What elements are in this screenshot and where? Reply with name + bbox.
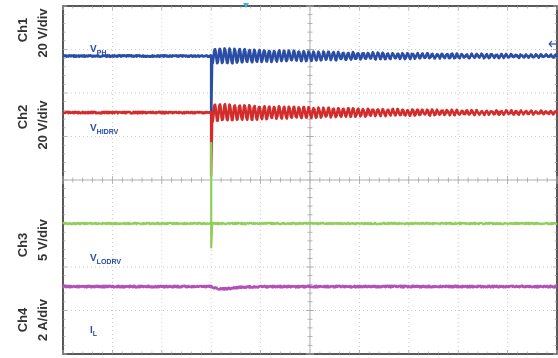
- trace-label-ch3: VLODRV: [90, 253, 121, 266]
- axis-label-ch2: Ch2: [15, 105, 30, 130]
- trace-ch4: [62, 284, 558, 291]
- trace-label-ch4: IL: [90, 325, 98, 338]
- axis-label-ch1-scale: 20 V/div: [35, 8, 50, 58]
- axis-label-ch4: Ch4: [15, 307, 30, 332]
- axis-label-ch4-scale: 2 A/div: [35, 298, 50, 341]
- trace-label-ch2: VHIDRV: [90, 123, 119, 136]
- trace-ch1: [62, 47, 558, 117]
- axis-label-ch3-scale: 5 V/div: [35, 218, 50, 261]
- trace-ch3: [62, 141, 558, 249]
- axis-label-ch1: Ch1: [15, 18, 30, 43]
- trace-ch2: [62, 102, 558, 177]
- trace-label-ch1: VPH: [90, 44, 106, 57]
- trigger-marker-icon: [243, 3, 249, 8]
- axis-label-ch3: Ch3: [15, 233, 30, 258]
- traces: [62, 47, 558, 291]
- reference-arrow-icon: [548, 40, 556, 48]
- axis-label-ch2-scale: 20 V/div: [35, 100, 50, 150]
